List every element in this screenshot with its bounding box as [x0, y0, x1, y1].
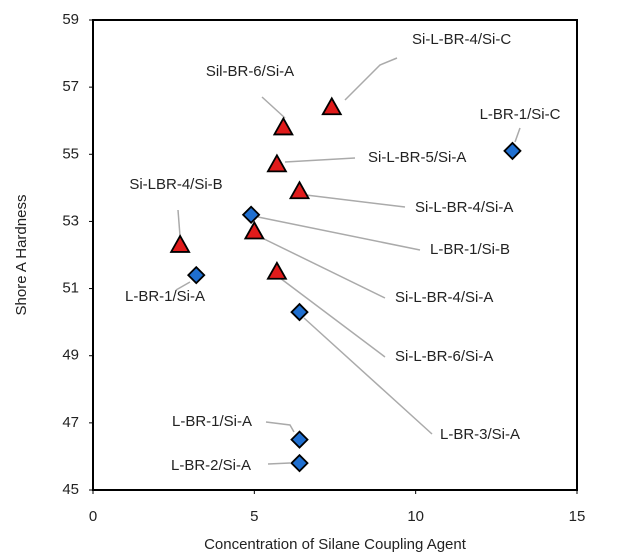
y-tick-label: 47 [62, 414, 79, 431]
leader-line [344, 57, 398, 101]
y-tick-label: 55 [62, 145, 79, 162]
y-tick-label: 57 [62, 78, 79, 95]
point-label: Si-L-BR-4/Si-A [415, 199, 513, 216]
y-tick-label: 53 [62, 212, 79, 229]
point-label: Si-L-BR-6/Si-A [395, 348, 493, 365]
data-point [243, 220, 265, 240]
point-label: Si-L-BR-4/Si-C [412, 31, 511, 48]
y-tick-label: 45 [62, 481, 79, 498]
plot-frame [92, 19, 578, 491]
x-tick-label: 5 [250, 508, 258, 525]
leader-line [305, 194, 406, 208]
data-point [266, 260, 288, 280]
data-point [272, 116, 294, 136]
y-tick-label: 51 [62, 280, 79, 297]
point-label: L-BR-3/Si-A [440, 426, 520, 443]
data-point [290, 430, 309, 449]
point-label: Si-LBR-4/Si-B [129, 176, 222, 193]
leader-line [267, 462, 291, 465]
x-axis-title: Concentration of Silane Coupling Agent [204, 536, 467, 553]
data-point [503, 141, 522, 161]
leader-line [303, 317, 433, 435]
data-point [169, 234, 191, 253]
point-label: L-BR-2/Si-A [171, 457, 251, 474]
leader-line [177, 209, 181, 237]
leader-line [284, 157, 356, 163]
leader-line [175, 281, 191, 291]
y-tick-label: 49 [62, 347, 79, 364]
data-point [266, 153, 288, 173]
leader-line [261, 96, 286, 119]
leader-line [279, 277, 386, 358]
x-tick-label: 15 [569, 508, 586, 525]
y-axis-title: Shore A Hardness [13, 195, 30, 316]
data-point [288, 180, 311, 200]
point-label: Si-L-BR-5/Si-A [368, 149, 466, 166]
leader-line [257, 235, 386, 299]
x-tick-label: 0 [89, 508, 97, 525]
point-label: L-BR-1/Si-A [125, 288, 205, 305]
point-label: Sil-BR-6/Si-A [206, 63, 294, 80]
data-point [290, 302, 309, 322]
data-point [290, 453, 309, 473]
point-label: L-BR-1/Si-A [172, 413, 252, 430]
leader-line [257, 216, 421, 251]
point-label: Si-L-BR-4/Si-A [395, 289, 493, 306]
data-point [321, 96, 343, 116]
data-point [241, 205, 261, 224]
leader-line [514, 127, 521, 143]
leader-line [265, 421, 295, 433]
x-tick-label: 10 [407, 508, 424, 525]
data-point [186, 265, 206, 285]
point-label: L-BR-1/Si-C [480, 106, 561, 123]
point-label: L-BR-1/Si-B [430, 241, 510, 258]
y-tick-label: 59 [62, 11, 79, 28]
